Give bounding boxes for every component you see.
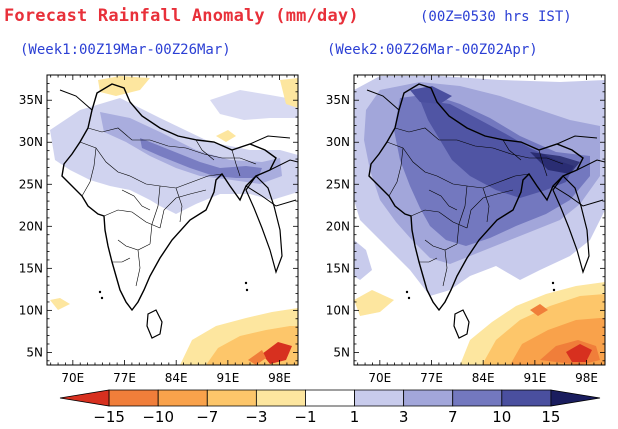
lat-label-week1: 15N xyxy=(19,261,43,275)
colorbar-swatch xyxy=(403,389,454,407)
lon-label-week2: 70E xyxy=(368,371,391,385)
lat-label-week2: 25N xyxy=(326,177,350,191)
week2-panel-title: (Week2:00Z26Mar-00Z02Apr) xyxy=(327,42,538,58)
colorbar-swatch xyxy=(354,389,405,407)
lon-label-week2: 98E xyxy=(575,371,598,385)
lat-label-week1: 30N xyxy=(19,135,43,149)
colorbar-label: −15 xyxy=(93,408,125,426)
colorbar-swatch xyxy=(157,389,208,407)
lat-label-week1: 35N xyxy=(19,93,43,107)
colorbar-label: 1 xyxy=(350,408,360,426)
lat-label-week2: 35N xyxy=(326,93,350,107)
lat-label-week2: 30N xyxy=(326,135,350,149)
lat-label-week1: 20N xyxy=(19,219,43,233)
colorbar-label: 15 xyxy=(541,408,560,426)
colorbar-label: −1 xyxy=(294,408,316,426)
lon-label-week2: 91E xyxy=(523,371,546,385)
colorbar-label: 3 xyxy=(399,408,409,426)
colorbar-swatch xyxy=(255,389,306,407)
lat-label-week1: 25N xyxy=(19,177,43,191)
colorbar-swatch xyxy=(59,389,110,407)
lat-label-week2: 15N xyxy=(326,261,350,275)
colorbar-label: 10 xyxy=(492,408,511,426)
lon-label-week1: 98E xyxy=(268,371,291,385)
axis-ticks: 70E 77E 84E 91E 98E 35N 30N 25N 20N 15N 10N 5N 70E 77… xyxy=(19,75,605,385)
lon-label-week2: 84E xyxy=(472,371,495,385)
colorbar-label: −3 xyxy=(245,408,267,426)
colorbar-swatch xyxy=(501,389,552,407)
lat-label-week2: 5N xyxy=(333,345,350,359)
lon-label-week2: 77E xyxy=(420,371,443,385)
lat-label-week1: 5N xyxy=(26,345,43,359)
colorbar-swatch xyxy=(452,389,503,407)
week1-panel-title: (Week1:00Z19Mar-00Z26Mar) xyxy=(20,42,231,58)
week2-map-panel xyxy=(353,74,606,366)
colorbar-label: −10 xyxy=(142,408,174,426)
week1-map-panel xyxy=(46,74,299,366)
lon-label-week1: 91E xyxy=(216,371,239,385)
colorbar-swatch xyxy=(305,389,355,407)
colorbar: −15 −10 −7 −3 −1 1 3 7 10 15 xyxy=(59,389,601,426)
time-note: (00Z=0530 hrs IST) xyxy=(420,9,572,25)
colorbar-swatch xyxy=(206,389,257,407)
lon-label-week1: 70E xyxy=(61,371,84,385)
map-title: Forecast Rainfall Anomaly (mm/day) xyxy=(4,6,359,26)
lat-label-week2: 10N xyxy=(326,303,350,317)
colorbar-label: 7 xyxy=(448,408,458,426)
lon-label-week1: 84E xyxy=(165,371,188,385)
lat-label-week1: 10N xyxy=(19,303,43,317)
colorbar-label: −7 xyxy=(196,408,218,426)
lat-label-week2: 20N xyxy=(326,219,350,233)
colorbar-swatch xyxy=(108,389,159,407)
colorbar-swatch xyxy=(550,389,601,407)
lon-label-week1: 77E xyxy=(113,371,136,385)
